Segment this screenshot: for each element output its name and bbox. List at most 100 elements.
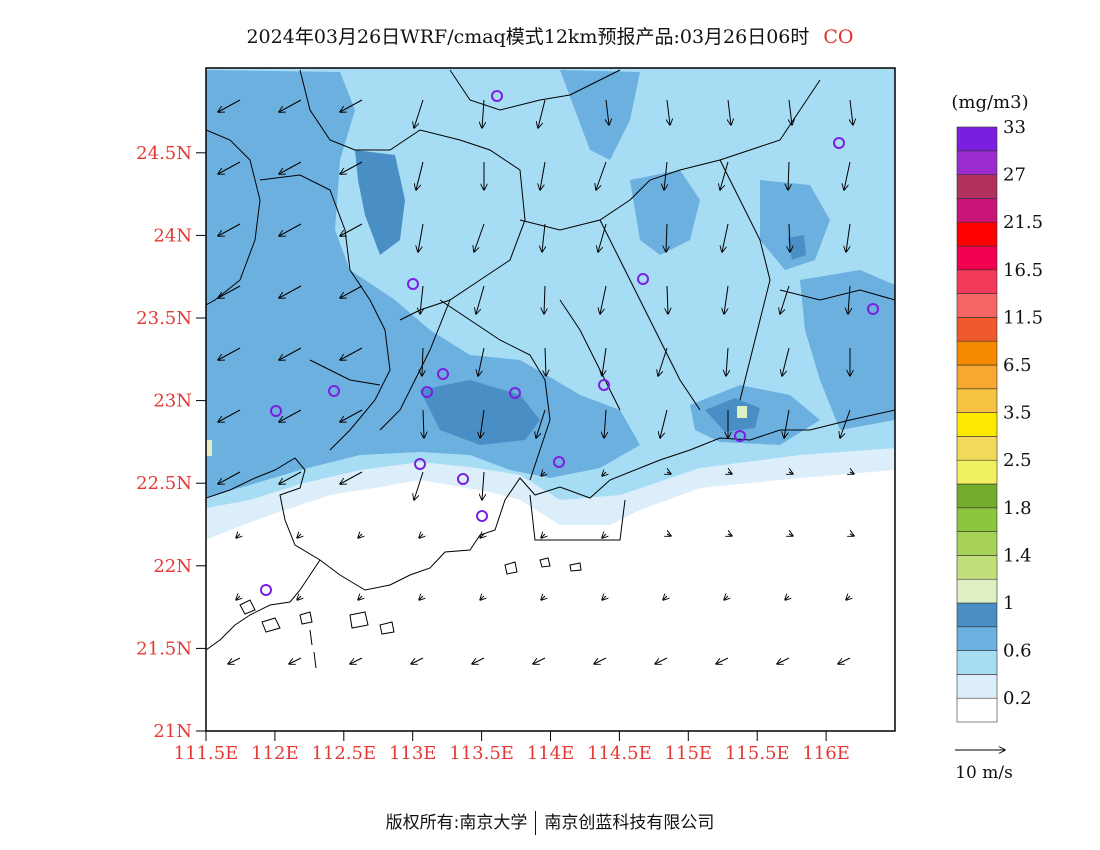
lat-tick-label: 23N xyxy=(153,391,192,412)
legend-label: 0.2 xyxy=(1003,688,1032,709)
site-marker xyxy=(553,456,565,468)
title-main: 2024年03月26日WRF/cmaq模式12km预报产品:03月26日06时 xyxy=(246,26,810,48)
wind-arrow xyxy=(602,596,606,600)
wind-arrow xyxy=(716,657,729,664)
legend-swatch xyxy=(956,555,998,580)
wind-arrow xyxy=(720,161,729,190)
wind-arrow xyxy=(664,161,667,190)
wind-arrow xyxy=(480,534,484,538)
legend-swatch xyxy=(956,269,998,294)
legend-swatch xyxy=(956,388,998,413)
wind-arrow xyxy=(782,347,790,376)
wind-arrow xyxy=(848,285,850,314)
site-marker xyxy=(491,90,503,102)
legend-swatch xyxy=(956,459,998,485)
lon-tick-label: 115.5E xyxy=(725,743,790,764)
legend-label: 1.8 xyxy=(1003,498,1032,519)
lat-tick-label: 24N xyxy=(153,225,192,246)
wind-arrow xyxy=(218,347,241,360)
wind-arrow xyxy=(602,347,607,376)
wind-arrow xyxy=(416,161,424,190)
wind-arrow xyxy=(728,534,732,536)
wind-arrow xyxy=(340,347,363,360)
legend-unit: (mg/m3) xyxy=(951,92,1028,113)
wind-arrow xyxy=(340,99,363,112)
wind-arrow xyxy=(666,223,667,252)
wind-arrow xyxy=(279,471,302,484)
legend-swatch xyxy=(956,221,998,247)
wind-arrow xyxy=(297,534,301,538)
wind-arrow xyxy=(350,657,363,664)
longitude-axis: 111.5E 112E 112.5E 113E 113.5E 114E 114.5E 115E… xyxy=(174,731,850,764)
legend-swatch xyxy=(956,626,998,651)
wind-arrow xyxy=(728,472,732,474)
site-marker xyxy=(833,137,845,149)
wind-arrow xyxy=(789,534,793,536)
reference-vector-label: 10 m/s xyxy=(955,763,1013,783)
wind-arrow xyxy=(838,657,851,664)
wind-arrow xyxy=(420,285,423,314)
wind-arrow xyxy=(542,223,545,252)
wind-arrow xyxy=(480,596,484,600)
wind-arrow xyxy=(789,223,790,252)
wind-arrow xyxy=(422,347,423,376)
latitude-axis: 21N 21.5N 22N 22.5N 23N 23.5N 24N 24.5N xyxy=(136,143,206,742)
wind-arrow xyxy=(785,596,789,600)
legend-swatch xyxy=(956,293,998,318)
wind-arrow xyxy=(423,409,424,438)
legend-label: 3.5 xyxy=(1003,403,1032,424)
wind-arrow xyxy=(478,347,485,376)
legend-label: 21.5 xyxy=(1003,212,1043,233)
wind-arrow xyxy=(340,285,363,298)
legend-label: 6.5 xyxy=(1003,355,1032,376)
wind-arrow xyxy=(667,99,670,125)
wind-arrow xyxy=(476,285,485,314)
site-marker xyxy=(457,473,469,485)
legend-swatch xyxy=(956,483,998,509)
wind-arrow xyxy=(660,409,668,438)
islands xyxy=(239,557,582,669)
legend-swatch xyxy=(956,126,998,152)
lat-tick-label: 23.5N xyxy=(136,308,192,329)
wind-vectors xyxy=(218,99,854,664)
wind-arrow xyxy=(419,596,423,600)
wind-arrow xyxy=(658,347,668,376)
lon-tick-label: 116E xyxy=(802,743,850,764)
lat-tick-label: 21N xyxy=(153,721,192,742)
lon-tick-label: 113E xyxy=(389,743,437,764)
wind-arrow xyxy=(340,409,363,422)
legend-swatch xyxy=(956,697,998,723)
legend-swatch xyxy=(956,245,998,271)
lon-tick-label: 114E xyxy=(527,743,575,764)
legend-swatch xyxy=(956,602,998,628)
lat-tick-label: 22.5N xyxy=(136,473,192,494)
wind-arrow xyxy=(218,161,241,174)
site-marker xyxy=(437,368,449,380)
wind-arrow xyxy=(340,161,363,174)
lon-tick-label: 113.5E xyxy=(449,743,514,764)
wind-arrow xyxy=(596,161,607,190)
legend-swatch xyxy=(956,198,998,223)
wind-arrow xyxy=(777,657,790,664)
monitoring-sites xyxy=(260,90,879,596)
wind-arrow xyxy=(844,161,851,190)
wind-arrow xyxy=(594,657,607,664)
concentration-field xyxy=(206,68,895,731)
wind-arrow xyxy=(724,285,729,314)
copyright-text: 版权所有:南京大学 xyxy=(385,813,528,833)
site-marker xyxy=(598,379,610,391)
wind-arrow xyxy=(544,285,545,314)
lat-tick-label: 24.5N xyxy=(136,143,192,164)
wind-arrow xyxy=(218,471,241,484)
lon-tick-label: 111.5E xyxy=(174,743,239,764)
legend-label: 1.4 xyxy=(1003,545,1032,566)
wind-arrow xyxy=(482,471,484,500)
wind-arrow xyxy=(279,347,302,360)
site-marker xyxy=(328,385,340,397)
wind-arrow xyxy=(218,409,241,422)
wind-arrow xyxy=(541,596,545,600)
wind-arrow xyxy=(667,534,671,536)
wind-arrow xyxy=(289,657,302,664)
legend-label: 2.5 xyxy=(1003,450,1032,471)
